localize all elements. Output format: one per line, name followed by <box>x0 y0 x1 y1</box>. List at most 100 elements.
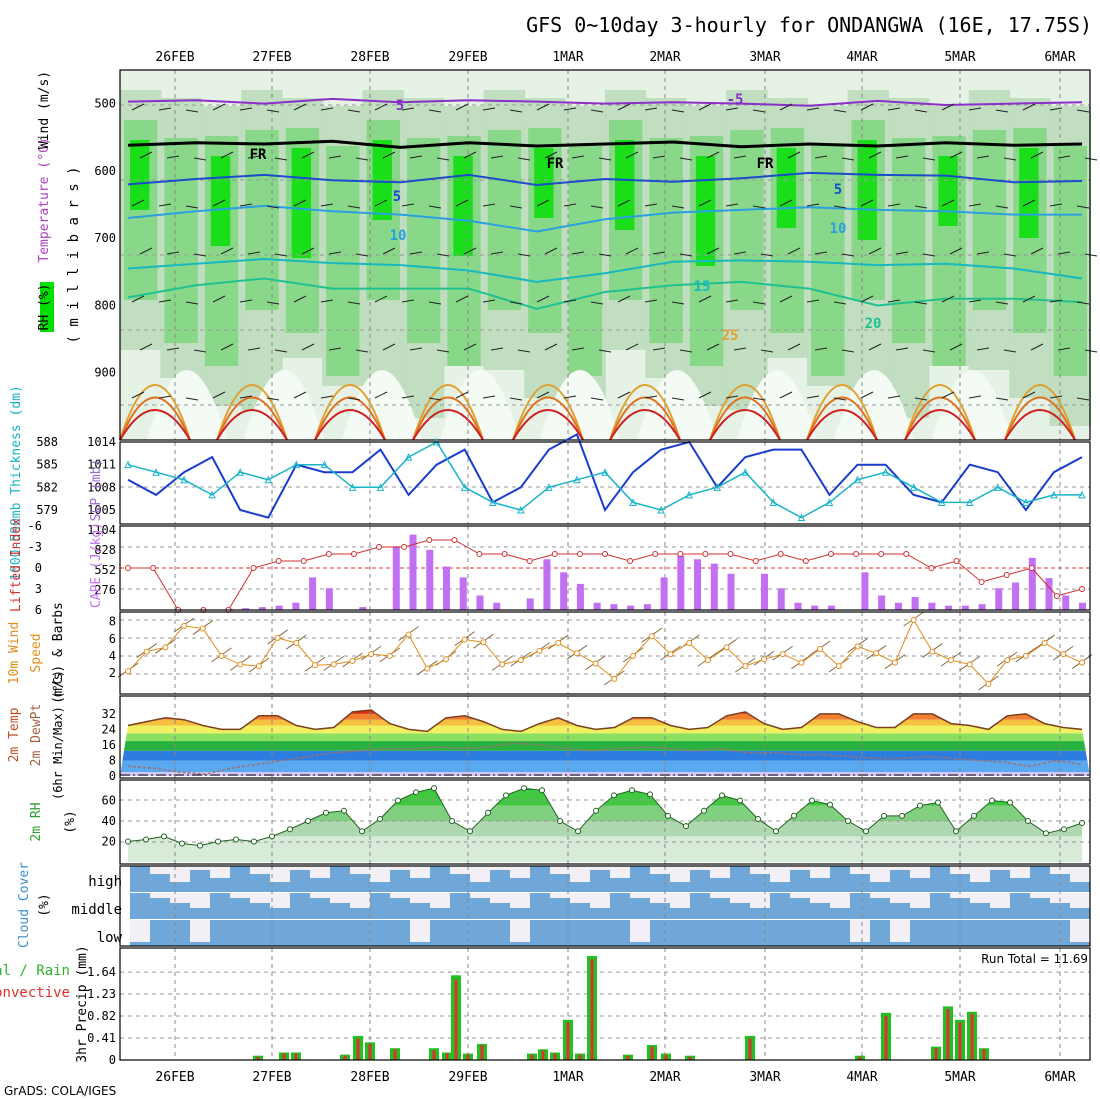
rh-marker <box>251 838 257 845</box>
wind-barb <box>239 203 253 207</box>
wind-speed-marker <box>723 644 730 651</box>
thickness-marker <box>909 483 918 491</box>
wind-barb <box>482 107 496 111</box>
wind-barb <box>185 205 199 209</box>
cape-bar <box>777 588 785 610</box>
wind-barb <box>158 299 172 303</box>
wind-barb <box>860 199 874 207</box>
cloud-gap <box>370 866 390 882</box>
wind-barb <box>644 107 658 111</box>
cloud-gap <box>850 920 870 942</box>
rh-marker <box>791 812 797 819</box>
lifted-index-marker <box>376 544 383 550</box>
wind-barb <box>841 157 855 161</box>
cloud-gap <box>710 893 730 898</box>
temp-contour-warm <box>119 384 191 441</box>
wind-speed-marker <box>611 675 618 682</box>
rh-tick: 40 <box>102 814 116 828</box>
wind-barb <box>733 347 747 351</box>
precip-convective-bar <box>480 1044 484 1060</box>
wind-barb <box>760 349 774 353</box>
cloud-gap <box>310 893 330 898</box>
rh-marker <box>1007 799 1013 806</box>
temp-contour-warm <box>709 396 781 441</box>
thickness-marker <box>180 475 188 484</box>
wind-barb <box>1076 109 1090 113</box>
rh-shade-mid <box>568 146 602 376</box>
precip-tick: 0.82 <box>87 1009 116 1023</box>
rh-marker <box>197 842 203 849</box>
precip-convective-bar <box>626 1055 630 1060</box>
wind-barb <box>401 107 415 111</box>
thickness-tick: 588 <box>36 435 58 449</box>
temp-contour-warm <box>512 384 584 441</box>
precip-tick: 1.64 <box>87 965 116 979</box>
thickness-marker <box>236 468 245 476</box>
temp-contour-warm <box>1004 409 1076 441</box>
cloud-gap <box>250 893 270 903</box>
lifted-index-marker <box>1053 593 1060 599</box>
wind-barb <box>995 205 1009 209</box>
wind-barb <box>382 151 396 159</box>
axis-label-dewpt: 2m DewPt <box>29 704 44 767</box>
thickness-marker <box>629 498 637 506</box>
cape-bar <box>426 549 434 610</box>
wind-barb <box>679 157 693 161</box>
cloud-gap <box>550 866 570 874</box>
wind-barb <box>1022 199 1036 207</box>
rh-shade-high <box>776 148 797 228</box>
temp-contour-warm <box>412 396 484 441</box>
cape-bar <box>493 602 501 610</box>
axis-label-rh2m: 2m RH <box>29 802 44 841</box>
rh-marker <box>1079 820 1085 827</box>
rh-marker <box>449 818 455 824</box>
rh-shade-high <box>615 140 635 230</box>
date-label-bottom: 6MAR <box>1044 1070 1075 1085</box>
wind-barb <box>355 157 369 161</box>
wind-speed-marker <box>1004 657 1011 664</box>
li-tick: -3 <box>28 540 42 554</box>
date-label-bottom: 1MAR <box>552 1070 583 1085</box>
li-tick: 3 <box>35 582 42 596</box>
lifted-index-marker <box>702 551 709 557</box>
wind-speed-marker <box>274 634 281 641</box>
wind-barb <box>760 157 774 161</box>
thickness-marker <box>208 490 216 499</box>
wind-barb <box>239 299 253 303</box>
thickness-marker <box>264 475 273 484</box>
temp-bands <box>120 710 1090 776</box>
wind-barb <box>914 397 928 401</box>
wind-barb <box>590 109 604 113</box>
slp-line <box>127 432 1083 519</box>
wind-barb <box>814 251 828 255</box>
wind-barb <box>1022 295 1036 303</box>
contour-label: 25 <box>722 328 739 344</box>
wind-speed-marker <box>499 661 506 668</box>
cloud-gap <box>790 866 810 870</box>
thickness-marker <box>376 483 385 491</box>
rh-marker <box>719 792 725 799</box>
cloud-gap <box>610 866 630 878</box>
slp-frame <box>119 441 1091 525</box>
wind-speed-marker <box>330 661 337 668</box>
cloud-gap <box>1010 866 1030 878</box>
wind-barb <box>463 247 477 255</box>
contour-label: FR <box>547 156 564 172</box>
wind-barb <box>401 299 415 303</box>
cape-bar <box>476 595 484 610</box>
cape-bar <box>794 602 802 610</box>
lifted-index-marker <box>476 551 483 557</box>
temp-contour-warm <box>806 396 878 441</box>
wind-barb <box>833 301 847 305</box>
cape-bar <box>694 559 702 610</box>
date-label-bottom: 4MAR <box>846 1070 877 1085</box>
cape-bar <box>627 605 635 610</box>
cape-bar <box>945 605 953 610</box>
wind-speed-marker <box>237 661 244 668</box>
wind-barb <box>139 151 153 159</box>
cross-section-frame <box>119 69 1091 441</box>
panels: 26FEB 26FEB 27FEB 27FEB 28FEB 28FEB 29FEB 29FEB… <box>0 50 1098 1085</box>
wind-speed-marker <box>405 631 412 638</box>
temp-contour-warm <box>709 409 781 441</box>
temp-contour-warm <box>216 396 288 441</box>
